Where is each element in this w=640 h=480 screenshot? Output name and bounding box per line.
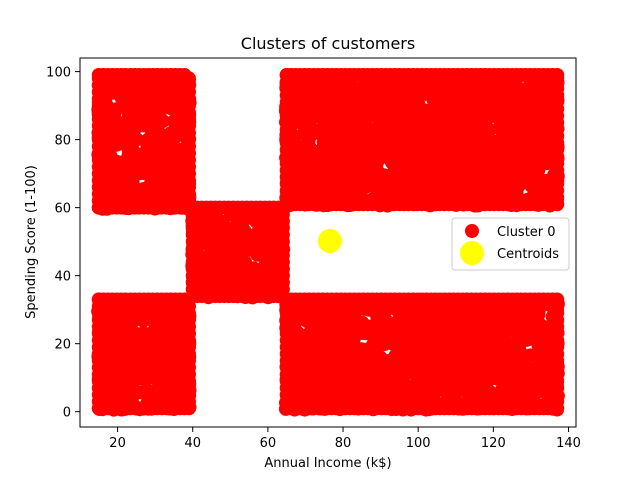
cluster-0-point [91, 71, 106, 86]
cluster-0-point [531, 303, 546, 318]
cluster-0-point [155, 114, 170, 129]
cluster-0-point [482, 123, 497, 137]
legend-marker-cluster-0 [465, 224, 479, 238]
y-axis-label: Spending Score (1-100) [24, 165, 39, 319]
legend-label-centroids: Centroids [497, 247, 559, 262]
x-tick-label: 40 [184, 436, 201, 451]
cluster-0-point [185, 200, 200, 215]
y-tick-label: 0 [63, 406, 71, 421]
y-tick-label: 60 [54, 202, 71, 217]
cluster-0-point [279, 292, 294, 307]
y-tick-label: 20 [54, 338, 71, 353]
x-axis-label: Annual Income (k$) [264, 456, 391, 471]
x-axis-ticks: 20 40 60 80 100 120 140 [109, 427, 581, 451]
legend-marker-centroids [460, 241, 484, 265]
cluster-0-point [377, 303, 392, 318]
x-tick-label: 80 [335, 436, 352, 451]
cluster-0-point [279, 68, 294, 82]
x-tick-label: 20 [109, 436, 126, 451]
chart-title: Clusters of customers [241, 34, 415, 53]
cluster-0-point [182, 71, 196, 86]
x-tick-label: 140 [556, 436, 581, 451]
y-tick-label: 80 [54, 134, 71, 149]
plot-frame [79, 57, 577, 428]
y-tick-label: 40 [54, 270, 71, 285]
x-tick-label: 100 [406, 436, 431, 451]
y-tick-label: 100 [46, 66, 71, 81]
legend-label-cluster-0: Cluster 0 [497, 225, 556, 240]
cluster-0-point [129, 132, 144, 147]
cluster-0-point [91, 292, 106, 307]
centroid-point [317, 229, 342, 253]
y-axis-ticks: 0 20 40 60 80 100 [46, 66, 80, 421]
legend: Cluster 0 Centroids [451, 217, 570, 271]
x-tick-label: 60 [260, 436, 277, 451]
x-tick-label: 120 [481, 436, 506, 451]
data-points [91, 68, 565, 417]
cluster-0-point [550, 68, 565, 82]
cluster-0-point [550, 292, 565, 307]
